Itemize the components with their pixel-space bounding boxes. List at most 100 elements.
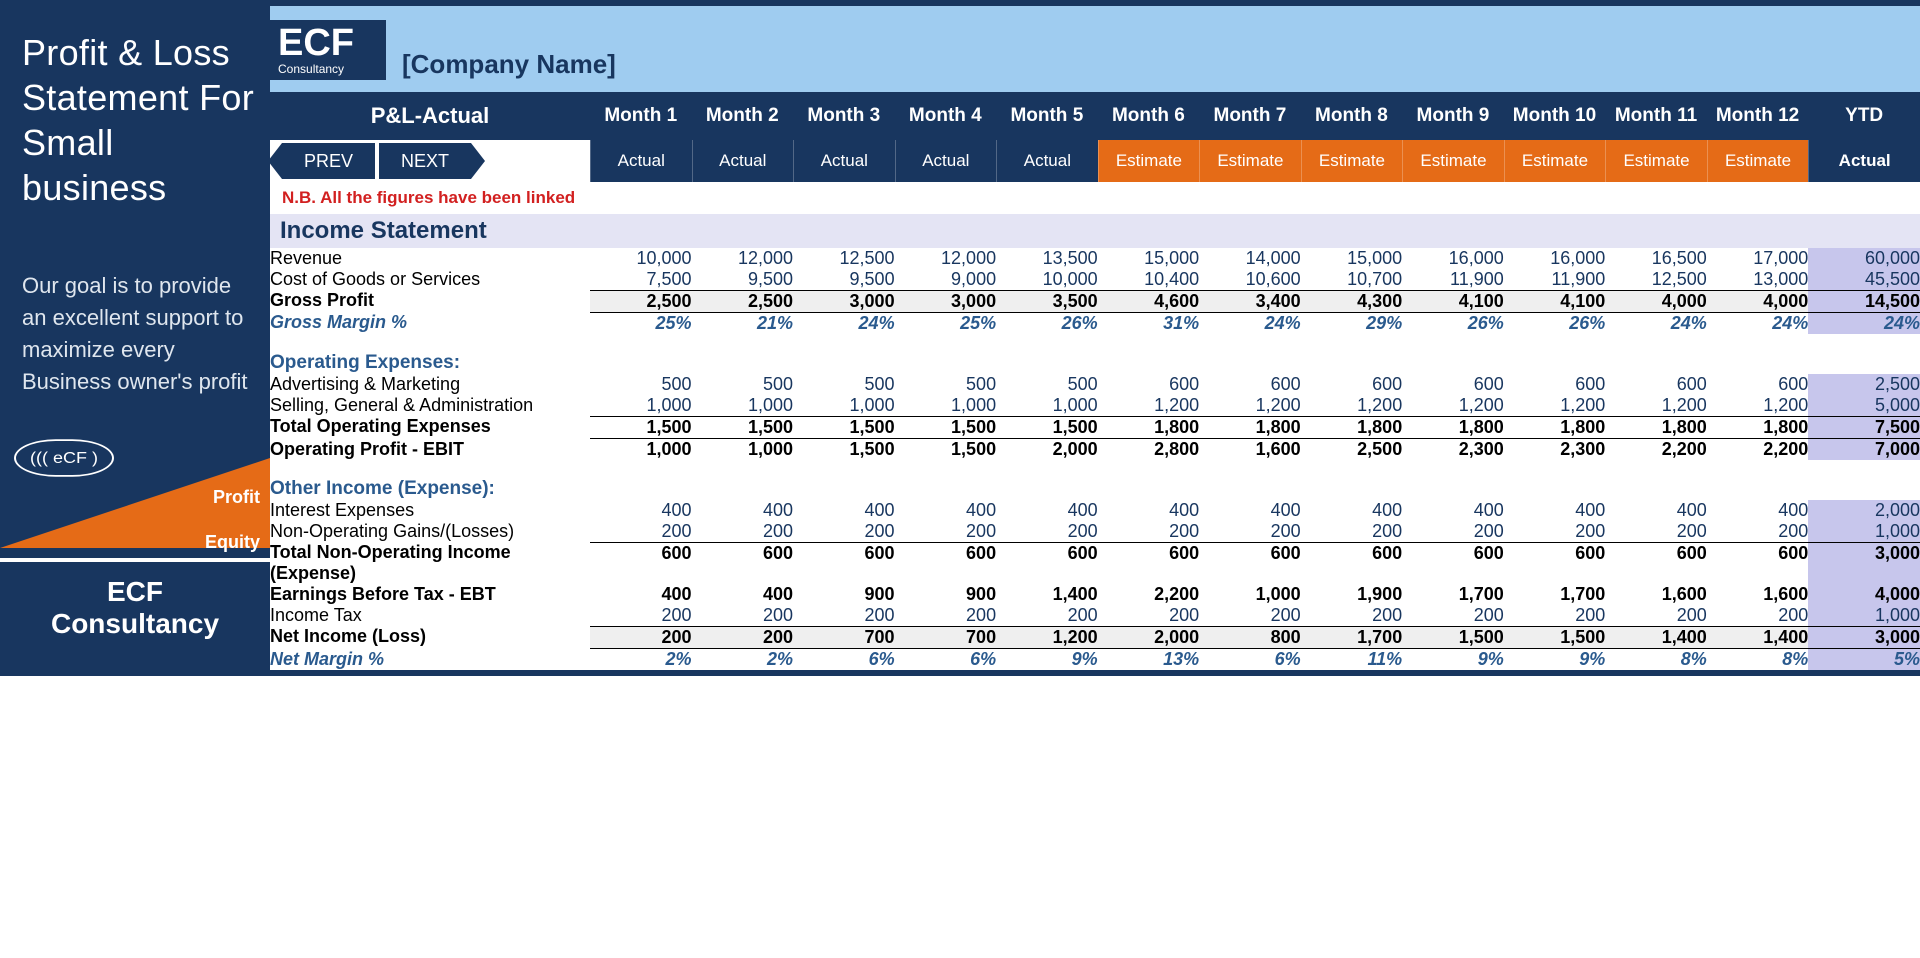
value-cell: 10,600	[1199, 269, 1301, 290]
value-cell: 1,600	[1199, 439, 1301, 460]
value-cell: 1,200	[1098, 395, 1200, 416]
value-cell: 12,500	[793, 248, 895, 269]
sidebar: Profit & Loss Statement For Small busine…	[0, 6, 270, 670]
value-cell: 2%	[590, 649, 692, 670]
value-cell: 26%	[1504, 312, 1606, 334]
empty-cell	[793, 478, 895, 500]
next-button[interactable]: NEXT	[379, 143, 471, 179]
value-cell: 600	[1605, 542, 1707, 584]
value-cell: 9%	[1402, 649, 1504, 670]
equity-label: Equity	[205, 532, 260, 553]
value-cell: 3,400	[1199, 290, 1301, 312]
value-cell: 1,700	[1402, 584, 1504, 605]
row-label: Net Margin %	[270, 649, 590, 670]
value-cell: 200	[1199, 521, 1301, 542]
value-cell: 1,000	[1199, 584, 1301, 605]
value-cell: 400	[590, 500, 692, 521]
logo-ecf: ECF	[278, 24, 378, 62]
value-cell: 500	[692, 374, 794, 395]
ytd-cell: 5%	[1808, 649, 1920, 670]
value-cell: 1,800	[1707, 416, 1809, 439]
value-cell: 600	[1707, 542, 1809, 584]
value-cell: 700	[793, 626, 895, 649]
ytd-subheader: Actual	[1808, 140, 1920, 182]
value-cell: 17,000	[1707, 248, 1809, 269]
page-wrap: Profit & Loss Statement For Small busine…	[0, 0, 1920, 676]
value-cell: 200	[1402, 521, 1504, 542]
empty-cell	[1098, 352, 1200, 374]
value-cell: 200	[692, 605, 794, 626]
value-cell: 10,000	[996, 269, 1098, 290]
value-cell: 2,000	[996, 439, 1098, 460]
value-cell: 600	[1199, 542, 1301, 584]
actual-subheader: Actual	[895, 140, 997, 182]
header-row: P&L-Actual Month 1Month 2Month 3Month 4M…	[270, 92, 1920, 140]
month-header: Month 4	[895, 105, 997, 127]
value-cell: 200	[692, 521, 794, 542]
empty-cell	[1707, 352, 1809, 374]
value-cell: 200	[692, 626, 794, 649]
ytd-cell: 7,500	[1808, 416, 1920, 439]
value-cell: 400	[692, 584, 794, 605]
empty-cell	[1402, 352, 1504, 374]
footer-consultancy: Consultancy	[0, 608, 270, 640]
row-label: Interest Expenses	[270, 500, 590, 521]
value-cell: 16,000	[1402, 248, 1504, 269]
value-cell: 1,000	[793, 395, 895, 416]
value-cell: 1,200	[1301, 395, 1403, 416]
estimate-subheader: Estimate	[1605, 140, 1707, 182]
value-cell: 1,900	[1301, 584, 1403, 605]
month-header: Month 6	[1098, 105, 1200, 127]
row-label: Income Tax	[270, 605, 590, 626]
value-cell: 10,400	[1098, 269, 1200, 290]
value-cell: 400	[1402, 500, 1504, 521]
value-cell: 600	[692, 542, 794, 584]
value-cell: 2,300	[1402, 439, 1504, 460]
row-label: Other Income (Expense):	[270, 478, 590, 500]
value-cell: 600	[793, 542, 895, 584]
empty-cell	[692, 478, 794, 500]
estimate-subheader: Estimate	[1504, 140, 1606, 182]
value-cell: 600	[1199, 374, 1301, 395]
logo-box: ECF Consultancy	[270, 20, 386, 80]
value-cell: 6%	[1199, 649, 1301, 670]
row-label: Non-Operating Gains/(Losses)	[270, 521, 590, 542]
month-header: Month 9	[1402, 105, 1504, 127]
main-content: ECF Consultancy [Company Name] P&L-Actua…	[270, 6, 1920, 670]
value-cell: 1,700	[1504, 584, 1606, 605]
top-band: ECF Consultancy [Company Name]	[270, 6, 1920, 92]
value-cell: 900	[793, 584, 895, 605]
value-cell: 11,900	[1402, 269, 1504, 290]
value-cell: 6%	[895, 649, 997, 670]
logo-sub: Consultancy	[278, 62, 378, 76]
value-cell: 2%	[692, 649, 794, 670]
value-cell: 1,500	[996, 416, 1098, 439]
value-cell: 1,500	[1504, 626, 1606, 649]
month-header: Month 12	[1707, 105, 1809, 127]
empty-cell	[996, 352, 1098, 374]
month-header: Month 1	[590, 105, 692, 127]
value-cell: 1,400	[996, 584, 1098, 605]
value-cell: 1,800	[1402, 416, 1504, 439]
value-cell: 800	[1199, 626, 1301, 649]
empty-cell	[1301, 352, 1403, 374]
value-cell: 9,500	[692, 269, 794, 290]
value-cell: 200	[895, 521, 997, 542]
row-label: Cost of Goods or Services	[270, 269, 590, 290]
sheet-tab-label: P&L-Actual	[270, 103, 590, 129]
value-cell: 1,200	[1605, 395, 1707, 416]
empty-cell	[1605, 352, 1707, 374]
company-name: [Company Name]	[402, 49, 616, 80]
value-cell: 31%	[1098, 312, 1200, 334]
value-cell: 11,900	[1504, 269, 1606, 290]
value-cell: 600	[1504, 542, 1606, 584]
value-cell: 400	[895, 500, 997, 521]
value-cell: 400	[1605, 500, 1707, 521]
value-cell: 14,000	[1199, 248, 1301, 269]
value-cell: 7,500	[590, 269, 692, 290]
prev-button[interactable]: PREV	[282, 143, 375, 179]
value-cell: 8%	[1605, 649, 1707, 670]
value-cell: 24%	[1199, 312, 1301, 334]
months-row: Month 1Month 2Month 3Month 4Month 5Month…	[590, 105, 1920, 127]
value-cell: 400	[1098, 500, 1200, 521]
